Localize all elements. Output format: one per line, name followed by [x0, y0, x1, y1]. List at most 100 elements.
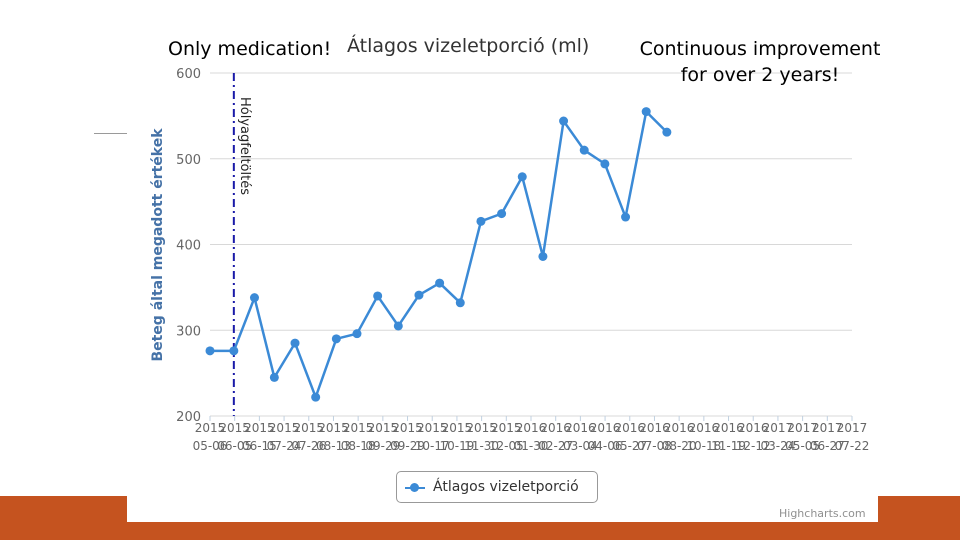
x-tick-label-year: 2016: [738, 421, 769, 435]
y-tick-label: 500: [176, 153, 201, 168]
plot-line-layer: Hólyagfeltöltés: [232, 73, 252, 416]
x-tick-label-year: 2015: [219, 421, 250, 435]
chart-title: Átlagos vizeletporció (ml): [347, 35, 590, 57]
x-tick-label-year: 2015: [392, 421, 423, 435]
x-tick-label-year: 2015: [491, 421, 522, 435]
series-layer: [205, 107, 672, 402]
grid-lines: [210, 72, 852, 417]
x-tick-label-year: 2015: [442, 421, 473, 435]
x-tick-label-date: 03-04: [563, 439, 598, 453]
x-tick-label-date: 11-19: [711, 439, 746, 453]
y-tick-label: 400: [176, 239, 201, 254]
x-tick-label-year: 2016: [689, 421, 720, 435]
x-tick-label-date: 05-05: [785, 439, 820, 453]
x-tick-label-date: 01-30: [514, 439, 549, 453]
credits-link[interactable]: Highcharts.com: [779, 507, 866, 520]
x-tick-label-year: 2016: [664, 421, 695, 435]
x-axis: 2015 05-06 2015 06-05 2015 06-15 2015 07-24 2015…: [193, 416, 870, 453]
data-point: [290, 338, 300, 348]
x-tick-label-date: 07-22: [835, 439, 870, 453]
x-tick-label-year: 2016: [639, 421, 670, 435]
annotation-continuous-improvement: Continuous improvement for over 2 years!: [630, 36, 890, 88]
data-point: [476, 216, 486, 226]
x-tick-label-year: 2015: [417, 421, 448, 435]
data-point: [662, 127, 672, 137]
plot-line-label: Hólyagfeltöltés: [237, 97, 252, 195]
data-point: [641, 107, 651, 117]
x-tick-label-date: 06-05: [217, 439, 252, 453]
data-point: [455, 298, 465, 308]
x-tick-label-year: 2016: [713, 421, 744, 435]
data-point: [538, 252, 548, 262]
data-point: [229, 346, 239, 356]
y-tick-label: 600: [176, 67, 201, 82]
data-point: [435, 278, 445, 288]
x-tick-label-date: 07-24: [267, 439, 302, 453]
annotation-only-medication: Only medication!: [168, 38, 332, 60]
x-tick-label-year: 2017: [763, 421, 794, 435]
x-tick-label-date: 04-06: [588, 439, 623, 453]
annotation-line-2: for over 2 years!: [680, 64, 840, 86]
x-tick-label-year: 2016: [590, 421, 621, 435]
x-tick-label-date: 10-18: [686, 439, 721, 453]
x-tick-label-year: 2015: [318, 421, 349, 435]
x-tick-label-date: 12-12: [736, 439, 771, 453]
data-point: [269, 372, 279, 382]
x-tick-label-year: 2015: [466, 421, 497, 435]
x-tick-label-date: 05-06: [193, 439, 228, 453]
x-tick-label-date: 06-27: [810, 439, 845, 453]
data-point: [205, 346, 215, 356]
x-tick-label-date: 08-20: [662, 439, 697, 453]
x-tick-label-year: 2015: [244, 421, 275, 435]
x-tick-label-year: 2015: [343, 421, 374, 435]
x-tick-label-year: 2015: [293, 421, 324, 435]
y-axis-title: Beteg által megadott értékek: [150, 128, 166, 362]
x-tick-label-year: 2016: [516, 421, 547, 435]
legend[interactable]: Átlagos vizeletporció: [396, 471, 598, 503]
x-tick-label-year: 2017: [787, 421, 818, 435]
x-tick-label-date: 10-19: [439, 439, 474, 453]
annotation-line-1: Continuous improvement: [639, 38, 881, 60]
x-tick-label-date: 06-15: [242, 439, 277, 453]
x-tick-label-date: 10-17: [415, 439, 450, 453]
legend-marker-icon: [410, 483, 419, 492]
x-tick-label-year: 2017: [812, 421, 843, 435]
x-tick-label-date: 12-05: [489, 439, 524, 453]
x-tick-label-date: 03-24: [760, 439, 795, 453]
x-tick-label-year: 2016: [565, 421, 596, 435]
x-tick-label-date: 09-29: [365, 439, 400, 453]
data-point: [249, 293, 259, 303]
x-tick-label-year: 2015: [368, 421, 399, 435]
data-point: [559, 116, 569, 126]
y-tick-label: 300: [176, 324, 201, 339]
y-tick-label: 200: [176, 410, 201, 425]
x-tick-label-date: 09-29: [390, 439, 425, 453]
data-point: [621, 212, 631, 222]
x-tick-label-date: 08-18: [341, 439, 376, 453]
data-point: [517, 172, 527, 182]
x-tick-label-date: 05-27: [612, 439, 647, 453]
x-tick-label-year: 2017: [837, 421, 868, 435]
data-point: [579, 145, 589, 155]
x-tick-label-year: 2015: [269, 421, 300, 435]
x-tick-label-date: 08-13: [316, 439, 351, 453]
legend-item-label[interactable]: Átlagos vizeletporció: [433, 479, 579, 495]
y-axis: 200 300 400 500 600 Beteg által megadott érté…: [150, 67, 201, 425]
data-point: [600, 159, 610, 169]
x-tick-label-year: 2016: [614, 421, 645, 435]
x-tick-label-year: 2015: [195, 421, 226, 435]
data-point: [393, 321, 403, 331]
data-point: [352, 329, 362, 339]
x-tick-label-date: 07-08: [637, 439, 672, 453]
x-tick-label-date: 07-26: [291, 439, 326, 453]
data-point: [414, 290, 424, 300]
data-point: [311, 392, 321, 402]
x-tick-label-date: 02-27: [538, 439, 573, 453]
chart-panel: [127, 8, 878, 522]
data-point: [497, 209, 507, 219]
x-tick-label-date: 11-30: [464, 439, 499, 453]
data-point: [373, 291, 383, 301]
series-line: [210, 110, 668, 399]
x-tick-label-year: 2016: [540, 421, 571, 435]
